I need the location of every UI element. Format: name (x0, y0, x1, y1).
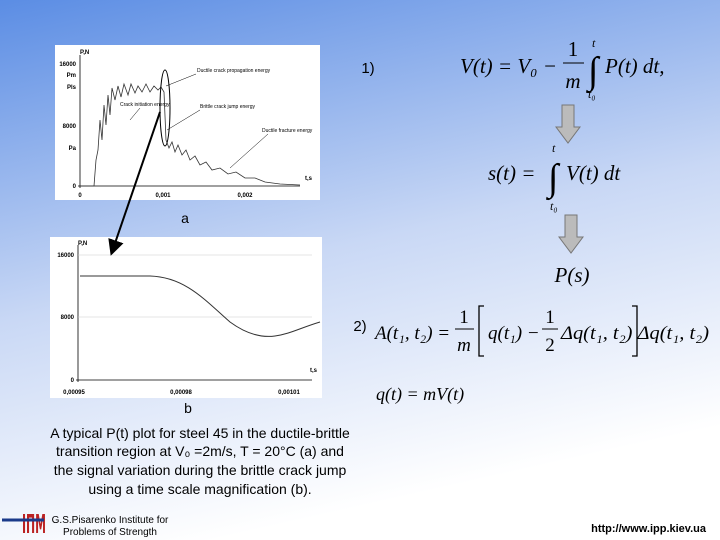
x-label: 0 (78, 193, 82, 199)
figure-label: b (184, 400, 192, 416)
annotation-line (166, 109, 201, 131)
x-label: 0,00095 (63, 390, 85, 396)
eq-text: Δq(t₁, t₂) Δq(t₁, t₂) (560, 323, 709, 344)
annotation: Crack initiation energy (120, 102, 170, 108)
annotation-line (229, 133, 269, 169)
eq-text: A(t₁, t₂) = (373, 323, 450, 344)
caption-line: using a time scale magnification (b). (88, 481, 311, 497)
eq-text: 1 (568, 37, 579, 61)
y-label: 8000 (61, 315, 75, 321)
eq-text: t₀ (550, 199, 558, 213)
annotation: Ductile fracture energy (262, 128, 313, 134)
url: http://www.ipp.kiev.ua (591, 523, 707, 535)
load-curve (80, 275, 321, 337)
y-label: 8000 (63, 124, 77, 130)
eq-text: q(t₁) − (488, 323, 540, 344)
x-label: 0,00101 (278, 390, 300, 396)
x-axis-title: t,s (310, 368, 318, 374)
plot-frame (50, 237, 322, 398)
eq-text: t (552, 141, 556, 155)
institute: G.S.Pisarenko Institute for (52, 515, 169, 526)
x-label: 0,001 (155, 193, 171, 199)
annotation: Ductile crack propagation energy (197, 68, 271, 74)
caption-line: the signal variation during the brittle … (54, 462, 347, 478)
equation-energy: A(t₁, t₂) = 1 m q(t₁) − 1 2 Δq(t₁, t₂) Δ… (373, 305, 709, 357)
institute: Problems of Strength (63, 527, 157, 538)
eq-text: t₀ (588, 87, 596, 101)
highlight-oval (159, 69, 171, 147)
y-label: Pls (67, 85, 77, 91)
logo: ІПМ (22, 510, 46, 540)
eq-text: ∫ (586, 50, 601, 94)
y-label: 0 (71, 378, 75, 384)
eq-text: t (592, 36, 596, 50)
step-label: 2) (353, 318, 366, 335)
eq-text: ∫ (546, 157, 561, 201)
figure-b: P,N 16000 8000 0 0,00095 0,00098 0,00101… (50, 237, 322, 398)
eq-text: P(t) dt, (604, 54, 664, 78)
load-curve (80, 82, 301, 187)
plot-frame (55, 45, 320, 200)
annotation-line (165, 73, 197, 87)
eq-text: V(t) = V₀ − (460, 54, 557, 78)
y-label: Pm (67, 73, 76, 79)
caption-line: A typical P(t) plot for steel 45 in the … (50, 425, 350, 441)
eq-text: V(t) dt (566, 161, 621, 185)
figure-label: a (181, 210, 189, 226)
x-label: 0,002 (237, 193, 253, 199)
zoom-arrow (108, 111, 161, 256)
figure-a: P,N 16000 Pm Pls 8000 Pa 0 0 0,001 0,002… (55, 45, 320, 200)
step-label: 1) (361, 60, 374, 77)
eq-text: 1 (545, 307, 555, 328)
equation-displacement: s(t) = ∫ t t₀ V(t) dt (488, 141, 621, 213)
bracket (478, 305, 484, 357)
caption: A typical P(t) plot for steel 45 in the … (50, 425, 350, 497)
equation-load: P(s) (554, 263, 590, 287)
eq-text: 1 (459, 307, 469, 328)
bracket (632, 305, 638, 357)
y-axis-title: P,N (78, 241, 87, 247)
y-label: 16000 (57, 253, 74, 259)
flow-arrow (558, 214, 584, 254)
x-axis-title: t,s (305, 176, 313, 182)
y-label: Pa (69, 146, 77, 152)
y-label: 0 (73, 184, 77, 190)
eq-text: m (457, 335, 471, 356)
flow-arrow (555, 104, 581, 144)
x-label: 0,00098 (170, 390, 192, 396)
y-label: 16000 (59, 62, 76, 68)
equation-momentum: q(t) = mV(t) (376, 384, 464, 405)
eq-text: 2 (545, 335, 555, 356)
annotation: Brittle crack jump energy (200, 104, 256, 110)
caption-line: transition region at V₀ =2m/s, T = 20°C … (56, 443, 344, 459)
eq-text: m (565, 69, 580, 93)
eq-text: s(t) = (488, 161, 535, 185)
annotation-line (129, 107, 141, 121)
y-axis-title: P,N (80, 50, 89, 56)
equation-velocity: V(t) = V₀ − 1 m ∫ t t₀ P(t) dt, (460, 36, 664, 101)
